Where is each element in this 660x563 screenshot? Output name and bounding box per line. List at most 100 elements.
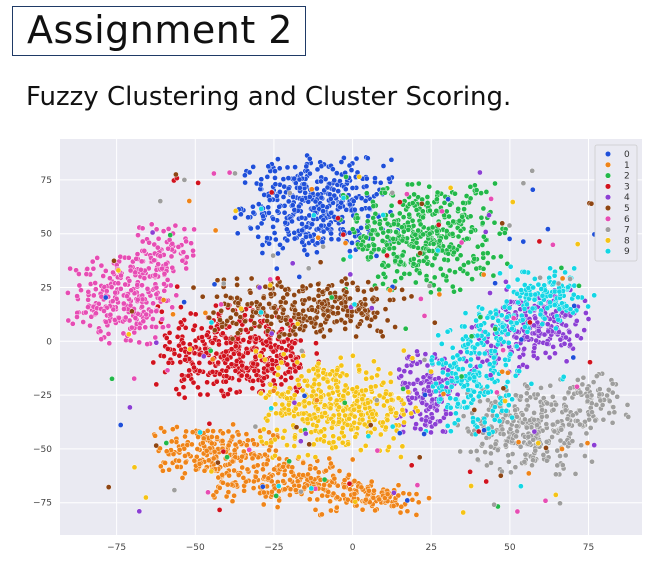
scatter-point-cluster-8: [291, 392, 298, 398]
scatter-point-cluster-4: [503, 278, 509, 285]
scatter-point-cluster-8: [318, 394, 324, 401]
scatter-point-cluster-9: [461, 399, 467, 405]
scatter-point-cluster-1: [287, 486, 294, 493]
scatter-point-cluster-8: [143, 494, 149, 501]
scatter-point-cluster-8: [388, 379, 394, 385]
scatter-point-cluster-3: [251, 367, 258, 374]
scatter-point-cluster-2: [391, 221, 397, 227]
scatter-point-cluster-7: [484, 462, 490, 469]
scatter-point-cluster-7: [494, 447, 501, 453]
scatter-point-cluster-1: [321, 482, 327, 488]
scatter-point-cluster-9: [541, 315, 548, 322]
scatter-point-cluster-3: [216, 507, 223, 513]
scatter-point-cluster-7: [473, 448, 480, 454]
legend-label-3: 3: [624, 182, 630, 192]
scatter-point-cluster-4: [486, 212, 492, 219]
scatter-point-cluster-5: [500, 385, 507, 392]
scatter-point-cluster-1: [326, 455, 333, 462]
scatter-point-cluster-9: [501, 304, 508, 310]
scatter-point-cluster-6: [124, 293, 130, 300]
scatter-point-cluster-2: [490, 254, 497, 261]
scatter-point-cluster-6: [161, 281, 167, 287]
scatter-point-cluster-8: [390, 435, 397, 442]
scatter-point-cluster-6: [188, 240, 194, 247]
scatter-point-cluster-4: [414, 348, 420, 355]
scatter-point-cluster-3: [223, 378, 229, 385]
scatter-point-cluster-9: [537, 311, 544, 318]
scatter-point-cluster-4: [585, 316, 592, 322]
scatter-point-cluster-7: [524, 397, 530, 404]
scatter-point-cluster-8: [313, 423, 320, 429]
scatter-point-cluster-7: [298, 348, 305, 354]
scatter-point-cluster-2: [449, 283, 456, 290]
scatter-point-cluster-0: [349, 240, 355, 246]
legend-marker-2: [604, 172, 612, 179]
scatter-point-cluster-3: [252, 354, 259, 360]
scatter-point-cluster-5: [282, 316, 289, 323]
scatter-point-cluster-4: [396, 366, 403, 373]
scatter-point-cluster-2: [446, 243, 453, 250]
scatter-point-cluster-5: [307, 315, 313, 322]
scatter-point-cluster-4: [469, 324, 475, 331]
scatter-point-cluster-8: [368, 374, 375, 381]
scatter-point-cluster-9: [507, 351, 514, 358]
scatter-point-cluster-3: [150, 359, 157, 366]
scatter-point-cluster-3: [261, 375, 268, 381]
scatter-point-cluster-3: [232, 367, 239, 374]
scatter-point-cluster-9: [310, 212, 317, 219]
scatter-point-cluster-9: [571, 265, 578, 272]
scatter-point-cluster-1: [182, 453, 188, 459]
scatter-point-cluster-6: [164, 277, 171, 283]
scatter-point-cluster-8: [359, 396, 366, 402]
scatter-point-cluster-9: [556, 306, 563, 312]
scatter-point-cluster-8: [291, 443, 298, 449]
scatter-point-cluster-3: [243, 327, 249, 333]
scatter-point-cluster-1: [270, 387, 277, 394]
scatter-point-cluster-3: [185, 372, 192, 379]
scatter-point-cluster-3: [285, 369, 292, 375]
scatter-point-cluster-7: [596, 391, 603, 398]
scatter-point-cluster-3: [181, 394, 188, 401]
scatter-point-cluster-3: [270, 348, 277, 355]
scatter-point-cluster-5: [320, 311, 327, 318]
scatter-point-cluster-5: [306, 441, 313, 448]
scatter-point-cluster-0: [255, 201, 262, 207]
scatter-point-cluster-5: [219, 323, 225, 330]
scatter-point-cluster-6: [76, 271, 82, 277]
scatter-point-cluster-7: [567, 430, 574, 437]
scatter-point-cluster-8: [460, 509, 467, 516]
scatter-point-cluster-4: [531, 428, 538, 435]
scatter-point-cluster-1: [319, 511, 325, 518]
scatter-point-cluster-8: [281, 428, 288, 434]
scatter-point-cluster-9: [502, 356, 508, 363]
scatter-point-cluster-9: [547, 292, 554, 299]
scatter-point-cluster-1: [525, 470, 532, 477]
scatter-point-cluster-9: [507, 263, 514, 270]
scatter-point-cluster-5: [471, 407, 478, 413]
scatter-point-cluster-9: [477, 363, 484, 369]
scatter-point-cluster-7: [474, 456, 481, 463]
scatter-point-cluster-1: [251, 441, 258, 447]
scatter-point-cluster-1: [182, 433, 188, 440]
scatter-point-cluster-7: [550, 406, 557, 413]
scatter-point-cluster-9: [485, 389, 491, 396]
scatter-point-cluster-1: [176, 446, 183, 453]
scatter-point-cluster-6: [120, 330, 127, 337]
scatter-point-cluster-1: [313, 397, 320, 404]
scatter-point-cluster-8: [294, 377, 301, 383]
scatter-point-cluster-9: [555, 316, 562, 323]
scatter-point-cluster-5: [382, 306, 389, 312]
scatter-point-cluster-3: [296, 364, 302, 371]
scatter-point-cluster-3: [527, 319, 533, 326]
scatter-point-cluster-2: [412, 279, 419, 286]
scatter-point-cluster-9: [538, 286, 545, 292]
scatter-point-cluster-1: [301, 484, 308, 491]
scatter-point-cluster-8: [304, 382, 311, 389]
scatter-point-cluster-7: [520, 180, 527, 187]
scatter-point-cluster-5: [235, 300, 242, 307]
scatter-point-cluster-1: [274, 504, 281, 510]
scatter-point-cluster-5: [153, 442, 160, 449]
scatter-point-cluster-9: [473, 317, 479, 324]
scatter-point-cluster-5: [408, 293, 415, 300]
scatter-point-cluster-2: [492, 180, 498, 187]
